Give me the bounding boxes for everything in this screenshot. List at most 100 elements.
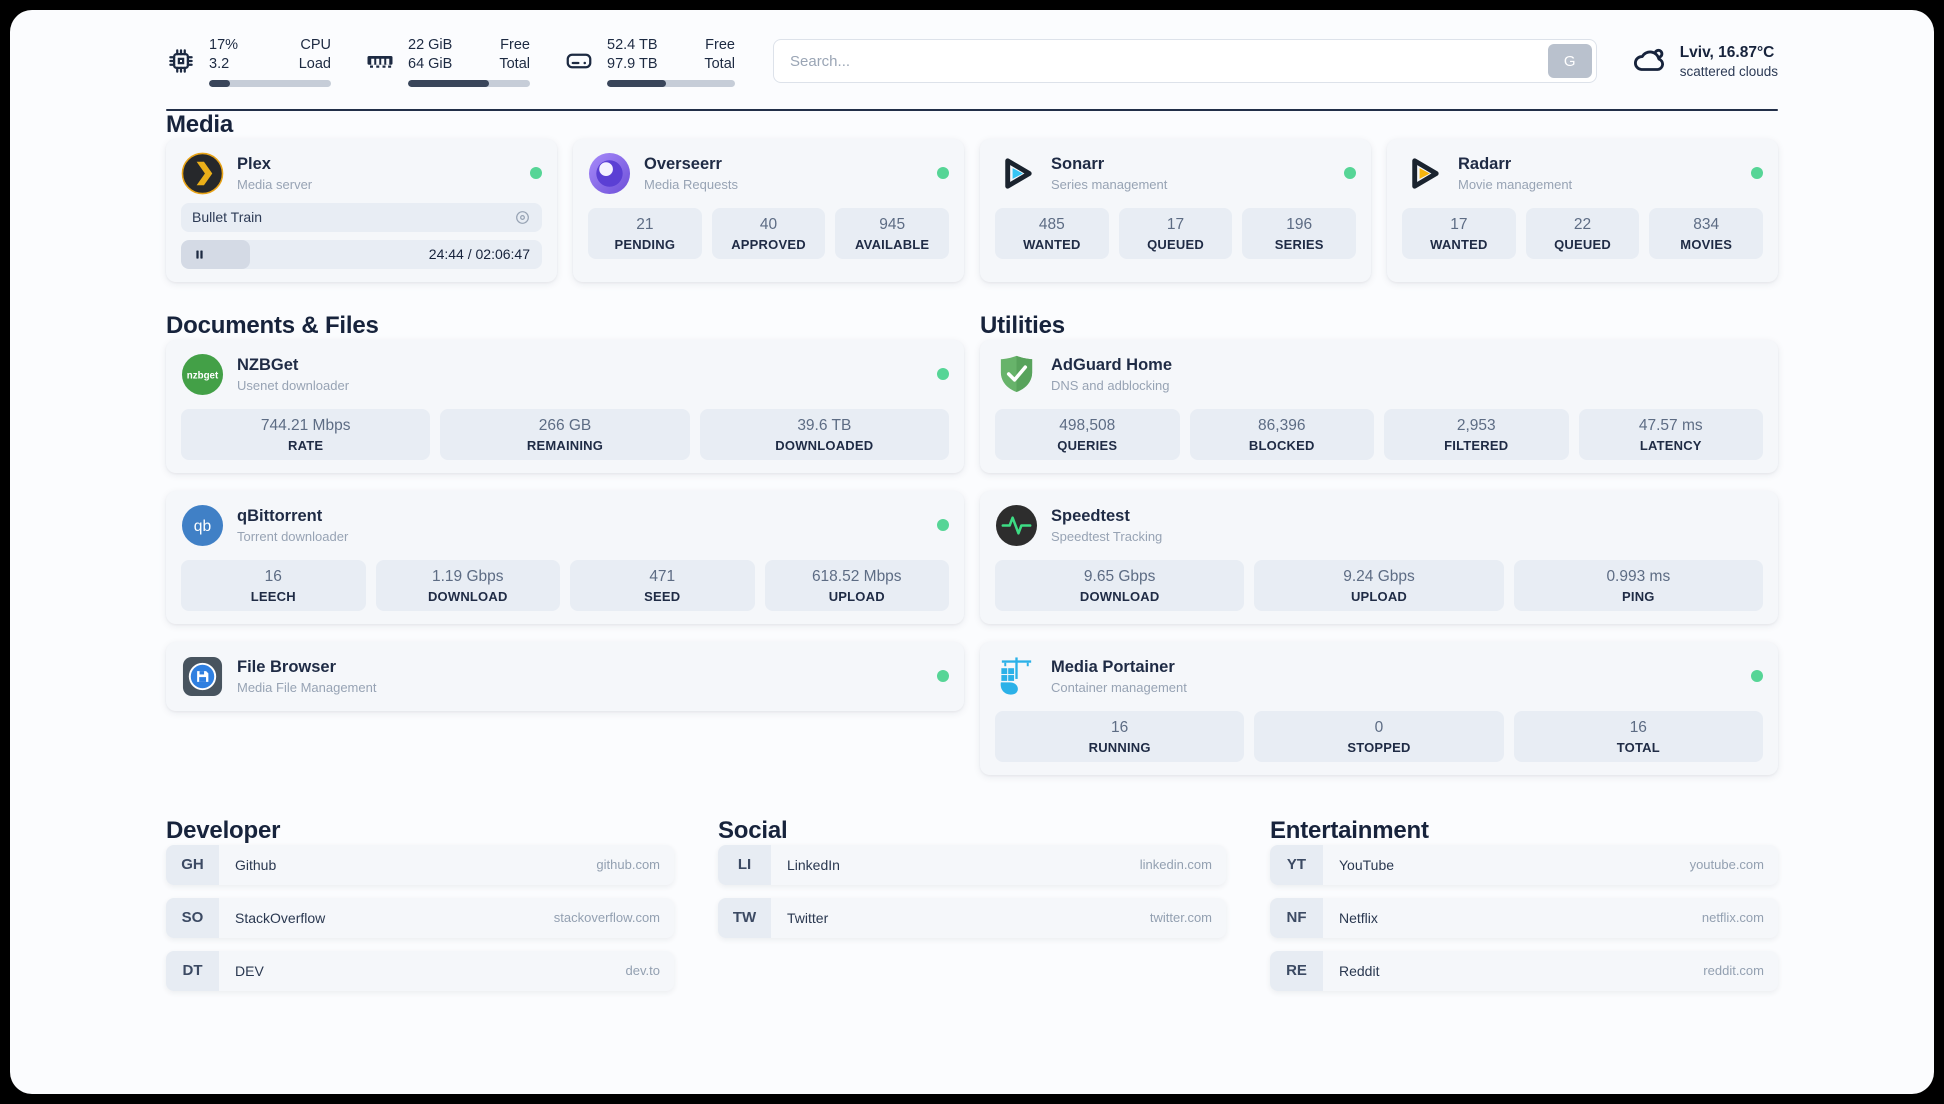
qbittorrent-icon: qb <box>181 504 224 547</box>
section-title-utilities: Utilities <box>980 311 1065 339</box>
cpu-label: CPU <box>300 37 331 53</box>
filebrowser-icon <box>181 655 224 698</box>
bookmark-url: dev.to <box>625 963 660 979</box>
app-card-plex[interactable]: Plex Media server Bullet Train 24:44 <box>166 138 557 282</box>
disk-progress-fill <box>607 79 666 87</box>
bookmark-url: youtube.com <box>1689 857 1764 873</box>
app-card-qbittorrent[interactable]: qb qBittorrent Torrent downloader 16 LEE… <box>166 490 964 624</box>
app-title: Overseerr <box>644 154 722 173</box>
bookmark-url: linkedin.com <box>1139 857 1212 873</box>
status-online-dot <box>1751 670 1763 683</box>
app-card-portainer[interactable]: Media Portainer Container management 16 … <box>980 641 1778 775</box>
weather-widget: Lviv, 16.87°C scattered clouds <box>1631 41 1778 82</box>
stat-box: 86,396 BLOCKED <box>1189 408 1374 460</box>
dashboard-panel: 17% 3.2 CPU Load <box>10 10 1934 1094</box>
bookmark-dev[interactable]: DT DEV dev.to <box>166 950 674 991</box>
app-card-radarr[interactable]: Radarr Movie management 17 WANTED 22 QUE… <box>1387 138 1778 282</box>
bookmark-name: Github <box>235 856 277 873</box>
app-title: Radarr <box>1458 154 1512 173</box>
now-playing-row: Bullet Train <box>181 202 542 232</box>
app-card-speedtest[interactable]: Speedtest Speedtest Tracking 9.65 Gbps D… <box>980 490 1778 624</box>
bookmark-netflix[interactable]: NF Netflix netflix.com <box>1270 897 1778 938</box>
app-card-overseerr[interactable]: Overseerr Media Requests 21 PENDING 40 A… <box>573 138 964 282</box>
documents-column: Documents & Files nzbget NZBGet Usenet d… <box>166 312 964 775</box>
memory-total-label: Total <box>499 55 530 72</box>
bookmarks-social: Social LI LinkedIn linkedin.com TW Twitt… <box>718 817 1226 1004</box>
app-subtitle: Torrent downloader <box>237 528 349 544</box>
bookmarks-developer: Developer GH Github github.com SO StackO… <box>166 817 674 1004</box>
bookmark-github[interactable]: GH Github github.com <box>166 844 674 885</box>
app-title: Plex <box>237 154 271 173</box>
stat-box: 834 MOVIES <box>1649 207 1764 259</box>
app-title: Media Portainer <box>1051 657 1175 676</box>
disk-free: 52.4 TB <box>607 37 658 53</box>
memory-free-label: Free <box>500 37 530 53</box>
utilities-column: Utilities AdGuard Home DNS and adblockin… <box>980 312 1778 775</box>
section-title-entertainment: Entertainment <box>1270 816 1429 844</box>
app-card-filebrowser[interactable]: File Browser Media File Management <box>166 641 964 711</box>
bookmark-name: Netflix <box>1339 909 1378 926</box>
bookmark-url: netflix.com <box>1701 910 1764 926</box>
weather-condition: scattered clouds <box>1679 63 1778 79</box>
search-input[interactable] <box>773 39 1597 84</box>
status-online-dot <box>937 670 949 683</box>
bookmark-abbr: NF <box>1270 897 1323 938</box>
stat-box: 2,953 FILTERED <box>1384 408 1569 460</box>
stat-box: 9.65 Gbps DOWNLOAD <box>995 559 1245 611</box>
bookmark-abbr: TW <box>718 897 771 938</box>
bookmark-abbr: DT <box>166 950 219 991</box>
bookmark-url: reddit.com <box>1703 963 1764 979</box>
bookmark-linkedin[interactable]: LI LinkedIn linkedin.com <box>718 844 1226 885</box>
header-divider <box>166 108 1778 111</box>
stat-box: 22 QUEUED <box>1525 207 1640 259</box>
stat-box: 266 GB REMAINING <box>440 408 690 460</box>
status-online-dot <box>530 167 542 180</box>
status-online-dot <box>937 519 949 532</box>
cpu-load-label: Load <box>298 55 331 72</box>
speedtest-icon <box>995 504 1038 547</box>
app-card-sonarr[interactable]: Sonarr Series management 485 WANTED 17 Q… <box>980 138 1371 282</box>
bookmark-name: Reddit <box>1339 962 1380 979</box>
app-title: AdGuard Home <box>1051 355 1173 374</box>
app-card-nzbget[interactable]: nzbget NZBGet Usenet downloader 744.21 M… <box>166 339 964 473</box>
disk-total: 97.9 TB <box>607 55 658 72</box>
cloud-icon <box>1631 41 1667 82</box>
bookmark-url: stackoverflow.com <box>553 910 660 926</box>
search-bar: G <box>773 39 1597 84</box>
status-online-dot <box>1751 167 1763 180</box>
playback-progress-fill <box>181 239 250 269</box>
stat-box: 945 AVAILABLE <box>835 207 950 259</box>
search-engine-button[interactable]: G <box>1547 44 1592 79</box>
stat-box: 196 SERIES <box>1242 207 1357 259</box>
adguard-icon <box>995 353 1038 396</box>
app-title: qBittorrent <box>237 506 323 525</box>
top-bar: 17% 3.2 CPU Load <box>166 36 1778 87</box>
stat-box: 17 QUEUED <box>1118 207 1233 259</box>
bookmark-reddit[interactable]: RE Reddit reddit.com <box>1270 950 1778 991</box>
svg-text:nzbget: nzbget <box>187 370 219 381</box>
app-subtitle: Container management <box>1051 679 1187 695</box>
bookmark-name: DEV <box>235 962 264 979</box>
playback-progress-row: 24:44 / 02:06:47 <box>181 239 542 269</box>
cpu-progress-bar <box>209 79 331 87</box>
stat-box: 498,508 QUERIES <box>995 408 1180 460</box>
bookmark-twitter[interactable]: TW Twitter twitter.com <box>718 897 1226 938</box>
bookmark-stackoverflow[interactable]: SO StackOverflow stackoverflow.com <box>166 897 674 938</box>
stat-box: 618.52 Mbps UPLOAD <box>764 559 949 611</box>
memory-progress-bar <box>408 79 530 87</box>
stat-box: 17 WANTED <box>1402 207 1516 259</box>
weather-location: Lviv, 16.87°C <box>1679 43 1775 61</box>
cpu-load: 3.2 <box>209 55 230 72</box>
status-online-dot <box>937 167 949 180</box>
now-playing-title: Bullet Train <box>192 209 263 226</box>
section-title-developer: Developer <box>166 816 281 844</box>
radarr-icon <box>1402 152 1445 195</box>
bookmark-youtube[interactable]: YT YouTube youtube.com <box>1270 844 1778 885</box>
bookmark-abbr: YT <box>1270 844 1323 885</box>
stat-box: 16 RUNNING <box>995 710 1245 762</box>
memory-progress-fill <box>408 79 489 87</box>
memory-total: 64 GiB <box>408 55 453 72</box>
app-card-adguard[interactable]: AdGuard Home DNS and adblocking 498,508 … <box>980 339 1778 473</box>
cpu-stat: 17% 3.2 CPU Load <box>166 36 331 87</box>
